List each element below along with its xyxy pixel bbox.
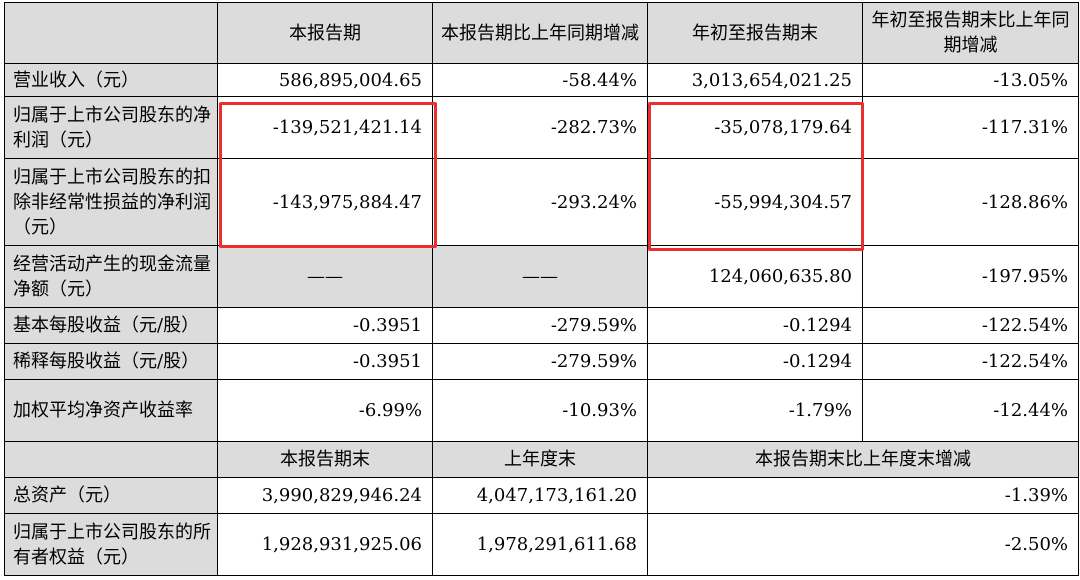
row-label: 加权平均净资产收益率 — [4, 379, 218, 442]
header-prior-year-end: 上年度末 — [432, 441, 648, 478]
cell-value: -279.59% — [432, 343, 648, 380]
cell-value: -35,078,179.64 — [647, 96, 863, 159]
cell-value: -143,975,884.47 — [217, 158, 433, 246]
cell-value: -0.1294 — [647, 307, 863, 344]
cell-value: -13.05% — [862, 63, 1079, 97]
cell-value: 3,990,829,946.24 — [217, 477, 433, 514]
cell-value: -139,521,421.14 — [217, 96, 433, 159]
cell-value: -279.59% — [432, 307, 648, 344]
cell-value: 3,013,654,021.25 — [647, 63, 863, 97]
cell-value: -6.99% — [217, 379, 433, 442]
cell-value: -122.54% — [862, 343, 1079, 380]
table-row: 基本每股收益（元/股） -0.3951 -279.59% -0.1294 -12… — [4, 307, 1079, 344]
cell-value: -58.44% — [432, 63, 648, 97]
header-current-period-yoy: 本报告期比上年同期增减 — [432, 2, 648, 64]
cell-value: -2.50% — [647, 513, 1079, 576]
table-row: 总资产（元） 3,990,829,946.24 4,047,173,161.20… — [4, 477, 1079, 514]
cell-value: -117.31% — [862, 96, 1079, 159]
table-row: 加权平均净资产收益率 -6.99% -10.93% -1.79% -12.44% — [4, 379, 1079, 442]
header-corner — [4, 2, 218, 64]
header-period-end: 本报告期末 — [217, 441, 433, 478]
cell-value: -1.79% — [647, 379, 863, 442]
cell-value: 1,978,291,611.68 — [432, 513, 648, 576]
cell-value: 4,047,173,161.20 — [432, 477, 648, 514]
header-ytd: 年初至报告期末 — [647, 2, 863, 64]
cell-value: -1.39% — [647, 477, 1079, 514]
table-header-row: 本报告期 本报告期比上年同期增减 年初至报告期末 年初至报告期末比上年同期增减 — [4, 2, 1079, 64]
header-current-period: 本报告期 — [217, 2, 433, 64]
cell-value: -55,994,304.57 — [647, 158, 863, 246]
cell-value: -122.54% — [862, 307, 1079, 344]
cell-value: -197.95% — [862, 245, 1079, 308]
row-label: 总资产（元） — [4, 477, 218, 514]
cell-value: -282.73% — [432, 96, 648, 159]
row-label: 归属于上市公司股东的净利润（元） — [4, 96, 218, 159]
row-label: 基本每股收益（元/股） — [4, 307, 218, 344]
row-label: 稀释每股收益（元/股） — [4, 343, 218, 380]
subheader-corner — [4, 441, 218, 478]
table-row: 营业收入（元） 586,895,004.65 -58.44% 3,013,654… — [4, 63, 1079, 97]
table-subheader-row: 本报告期末 上年度末 本报告期末比上年度末增减 — [4, 441, 1079, 478]
row-label: 经营活动产生的现金流量净额（元） — [4, 245, 218, 308]
row-label: 营业收入（元） — [4, 63, 218, 97]
cell-value: -293.24% — [432, 158, 648, 246]
table-row: 归属于上市公司股东的净利润（元） -139,521,421.14 -282.73… — [4, 96, 1079, 159]
cell-value: -10.93% — [432, 379, 648, 442]
financial-table: 本报告期 本报告期比上年同期增减 年初至报告期末 年初至报告期末比上年同期增减 … — [4, 2, 1079, 576]
row-label: 归属于上市公司股东的所有者权益（元） — [4, 513, 218, 576]
cell-value: -0.3951 — [217, 307, 433, 344]
cell-value: -0.1294 — [647, 343, 863, 380]
cell-value-na: —— — [217, 245, 433, 308]
header-period-end-change: 本报告期末比上年度末增减 — [647, 441, 1079, 478]
cell-value: -12.44% — [862, 379, 1079, 442]
table-row: 归属于上市公司股东的扣除非经常性损益的净利润（元） -143,975,884.4… — [4, 158, 1079, 246]
cell-value: -0.3951 — [217, 343, 433, 380]
table-row: 稀释每股收益（元/股） -0.3951 -279.59% -0.1294 -12… — [4, 343, 1079, 380]
row-label: 归属于上市公司股东的扣除非经常性损益的净利润（元） — [4, 158, 218, 246]
table-row: 归属于上市公司股东的所有者权益（元） 1,928,931,925.06 1,97… — [4, 513, 1079, 576]
cell-value: -128.86% — [862, 158, 1079, 246]
cell-value-na: —— — [432, 245, 648, 308]
header-ytd-yoy: 年初至报告期末比上年同期增减 — [862, 2, 1079, 64]
cell-value: 124,060,635.80 — [647, 245, 863, 308]
cell-value: 586,895,004.65 — [217, 63, 433, 97]
table-row: 经营活动产生的现金流量净额（元） —— —— 124,060,635.80 -1… — [4, 245, 1079, 308]
cell-value: 1,928,931,925.06 — [217, 513, 433, 576]
